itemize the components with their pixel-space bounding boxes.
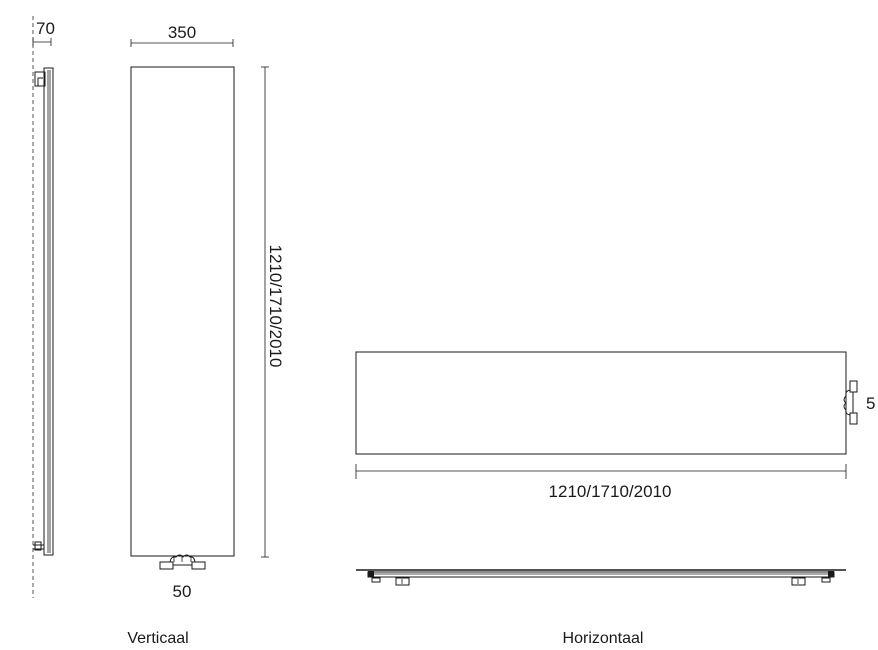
vertical-front-view: 350 1210/1710/2010 50 <box>130 23 285 601</box>
front-panel <box>130 66 235 557</box>
horizontal-panel <box>355 351 847 455</box>
depth-dimension-label: 70 <box>36 19 55 38</box>
top-bracket <box>34 71 46 87</box>
height-dimension-label: 1210/1710/2010 <box>266 245 285 368</box>
right-bracket <box>828 571 834 577</box>
bottom-connection-valve <box>159 554 206 570</box>
right-connection <box>791 577 806 586</box>
top-bracket-hook <box>37 77 43 86</box>
left-bracket <box>368 571 374 577</box>
caption-vertical: Verticaal <box>127 630 188 647</box>
width-dimension-label: 350 <box>168 23 196 42</box>
side-panel-outer <box>43 67 54 556</box>
side-connection-label: 5 <box>866 394 875 413</box>
caption-horizontal: Horizontaal <box>563 630 644 647</box>
bottom-bracket <box>34 541 42 551</box>
side-connection-valve <box>843 380 858 425</box>
horizontal-panel-profile <box>367 571 835 578</box>
left-connection <box>395 577 410 586</box>
length-dimension-label: 1210/1710/2010 <box>549 482 672 501</box>
horizontal-top-view <box>356 569 846 586</box>
vertical-side-view: 70 <box>32 16 55 598</box>
horizontal-front-view: 5 1210/1710/2010 <box>355 351 875 501</box>
connection-spacing-label: 50 <box>173 582 192 601</box>
